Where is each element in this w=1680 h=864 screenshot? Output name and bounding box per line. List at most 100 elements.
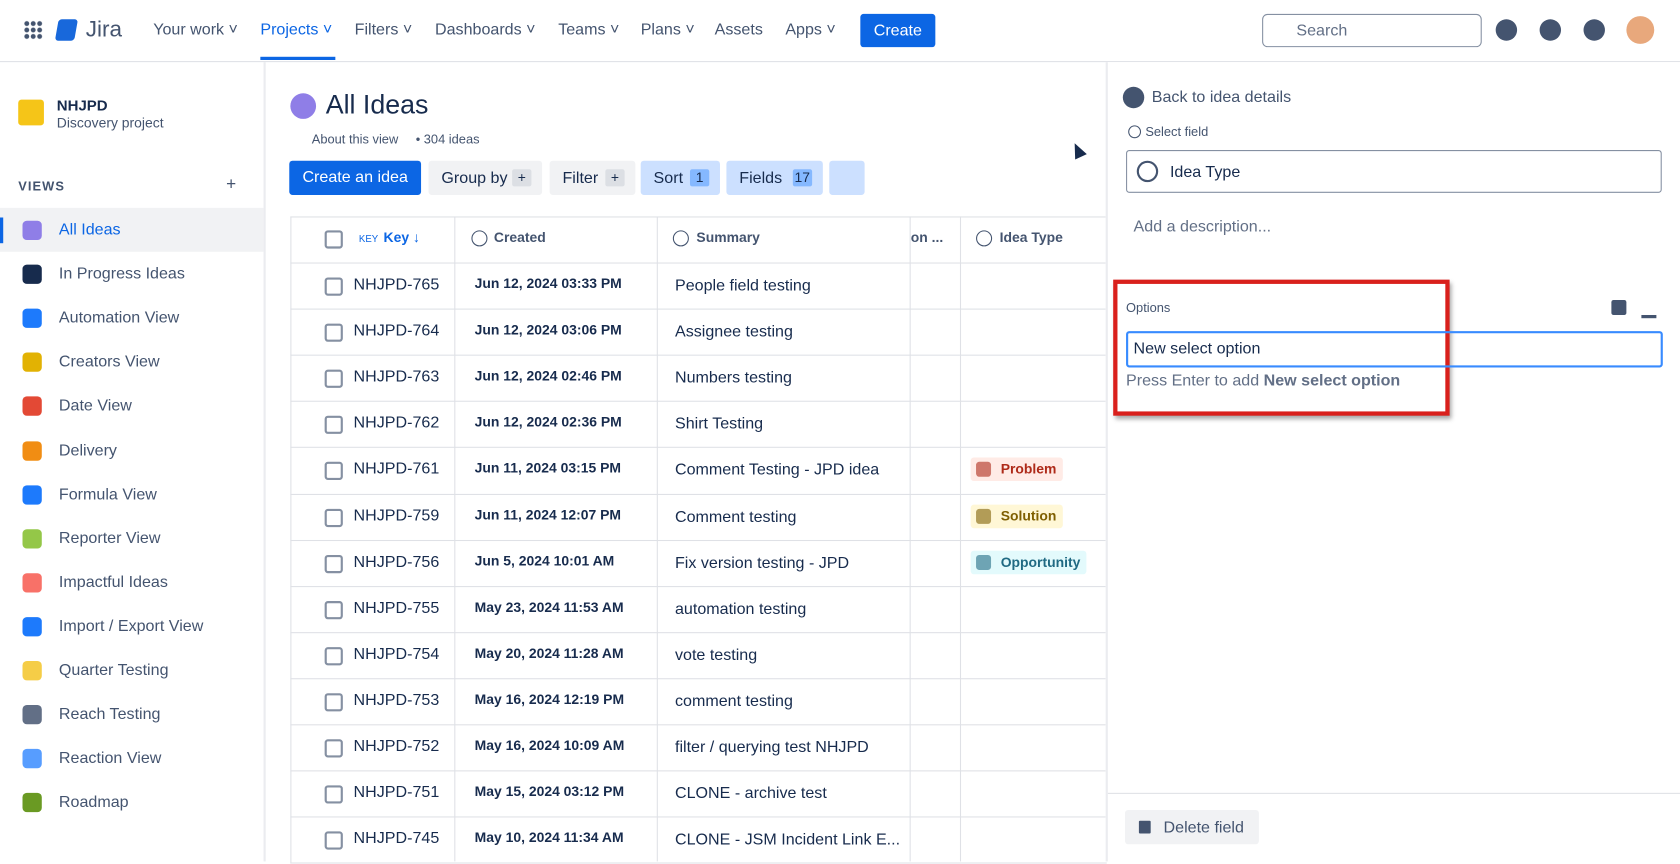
row-checkbox[interactable] (324, 554, 343, 573)
create-button[interactable]: Create (860, 13, 936, 48)
row-checkbox[interactable] (324, 739, 343, 758)
fields[interactable]: Fields 17 (726, 160, 823, 195)
idea-key[interactable]: NHJPD-751 (353, 783, 440, 802)
view-item[interactable]: Impactful Ideas (58, 572, 168, 592)
header-checkbox[interactable] (324, 230, 343, 249)
view-item[interactable]: Date View (58, 396, 132, 416)
idea-key[interactable]: NHJPD-763 (353, 367, 440, 386)
row-checkbox[interactable] (324, 831, 343, 850)
column-header[interactable]: Summary (696, 229, 760, 246)
field-name-box[interactable]: Idea Type (1126, 149, 1662, 193)
view-item[interactable]: Reaction View (58, 749, 162, 768)
idea-key[interactable]: NHJPD-762 (353, 413, 440, 433)
view-icon (22, 661, 42, 681)
idea-summary[interactable]: People field testing (674, 276, 811, 295)
view-item[interactable]: Automation View (58, 308, 180, 327)
create-idea[interactable]: Create an idea (289, 160, 422, 195)
avatar[interactable] (1626, 16, 1655, 44)
add-view[interactable]: + (226, 175, 237, 194)
filter[interactable]: Filter + (549, 160, 636, 195)
highlight-box (1113, 279, 1450, 416)
sidebar (0, 62, 266, 862)
notifications[interactable] (1495, 19, 1518, 41)
row-checkbox[interactable] (324, 462, 343, 481)
idea-summary[interactable]: comment testing (674, 692, 793, 711)
idea-key[interactable]: NHJPD-745 (353, 829, 440, 848)
idea-summary[interactable]: Numbers testing (674, 368, 792, 387)
idea-key[interactable]: NHJPD-752 (353, 737, 440, 756)
idea-summary[interactable]: Comment Testing - JPD idea (674, 461, 880, 480)
idea-summary[interactable]: Assignee testing (674, 322, 793, 341)
paint-icon[interactable] (1611, 299, 1627, 315)
brand[interactable]: Jira (85, 17, 122, 42)
idea-key[interactable]: NHJPD-754 (353, 644, 440, 663)
view-item[interactable]: Creators View (58, 352, 160, 372)
row-checkbox[interactable] (324, 508, 343, 527)
help[interactable] (1539, 19, 1562, 41)
about-view[interactable]: About this view (311, 131, 399, 147)
views-label: VIEWS (18, 178, 66, 194)
idea-summary[interactable]: Shirt Testing (674, 414, 764, 434)
jira-logo (54, 19, 78, 41)
column-header[interactable]: Idea Type (999, 229, 1063, 246)
idea-summary[interactable]: Comment testing (674, 507, 797, 526)
nav-item[interactable]: Plans ˅ (640, 20, 695, 39)
nav-item[interactable]: Filters ˅ (354, 20, 413, 39)
column-header[interactable]: on ... (910, 229, 944, 246)
idea-key[interactable]: NHJPD-761 (353, 460, 440, 479)
idea-key[interactable]: NHJPD-756 (353, 552, 440, 571)
description[interactable]: Add a description... (1133, 217, 1272, 236)
settings[interactable] (1583, 19, 1605, 41)
row-checkbox[interactable] (324, 369, 343, 389)
nav-item[interactable]: Teams ˅ (558, 20, 620, 39)
view-item[interactable]: Roadmap (58, 793, 129, 812)
app-switcher[interactable] (23, 20, 43, 40)
idea-key[interactable]: NHJPD-759 (353, 506, 440, 525)
idea-key[interactable]: NHJPD-765 (353, 275, 440, 294)
back-link[interactable]: Back to idea details (1151, 87, 1292, 107)
view-item[interactable]: In Progress Ideas (58, 264, 185, 283)
idea-key[interactable]: NHJPD-764 (353, 321, 440, 340)
weight-icon[interactable] (1641, 300, 1657, 319)
key-tag: KEY (358, 233, 379, 245)
fields-badge: 17 (792, 169, 813, 187)
column-header[interactable]: Key ↓ (383, 229, 420, 246)
row-checkbox[interactable] (324, 693, 343, 712)
idea-summary[interactable]: filter / querying test NHJPD (674, 738, 869, 757)
view-item[interactable]: All Ideas (58, 220, 121, 239)
row-checkbox[interactable] (324, 277, 343, 296)
view-item[interactable]: Delivery (58, 440, 117, 460)
search-box[interactable]: Search (1262, 13, 1482, 48)
nav-item[interactable]: Projects ˅ (260, 20, 333, 39)
option-input[interactable]: New select option (1126, 331, 1663, 368)
idea-key[interactable]: NHJPD-755 (353, 598, 440, 617)
view-item[interactable]: Import / Export View (58, 617, 204, 636)
row-checkbox[interactable] (324, 323, 343, 342)
idea-created: Jun 12, 2024 02:46 PM (474, 367, 622, 384)
idea-summary[interactable]: CLONE - JSM Incident Link E... (674, 830, 901, 849)
row-checkbox[interactable] (324, 646, 343, 666)
nav-item[interactable]: Assets (714, 20, 763, 39)
row-checkbox[interactable] (324, 785, 343, 804)
row-checkbox[interactable] (324, 416, 343, 435)
sort[interactable]: Sort 1 (640, 160, 720, 195)
delete-field[interactable]: Delete field (1124, 809, 1259, 845)
idea-summary[interactable]: CLONE - archive test (674, 784, 827, 803)
row-divider (290, 770, 1106, 772)
view-item[interactable]: Reporter View (58, 528, 161, 548)
nav-item[interactable]: Dashboards ˅ (434, 20, 536, 39)
auto-sort[interactable] (829, 160, 865, 195)
idea-summary[interactable]: vote testing (674, 645, 758, 665)
view-item[interactable]: Quarter Testing (58, 661, 169, 680)
idea-summary[interactable]: automation testing (674, 599, 807, 618)
view-item[interactable]: Formula View (58, 484, 157, 504)
view-item[interactable]: Reach Testing (58, 705, 161, 724)
row-checkbox[interactable] (324, 600, 343, 619)
nav-item[interactable]: Apps ˅ (785, 20, 836, 39)
nav-item[interactable]: Your work ˅ (153, 20, 238, 39)
column-header[interactable]: Created (493, 229, 546, 246)
back-icon[interactable] (1122, 86, 1145, 109)
idea-key[interactable]: NHJPD-753 (353, 690, 440, 710)
idea-summary[interactable]: Fix version testing - JPD (674, 553, 850, 572)
group-by[interactable]: Group by + (428, 160, 543, 195)
